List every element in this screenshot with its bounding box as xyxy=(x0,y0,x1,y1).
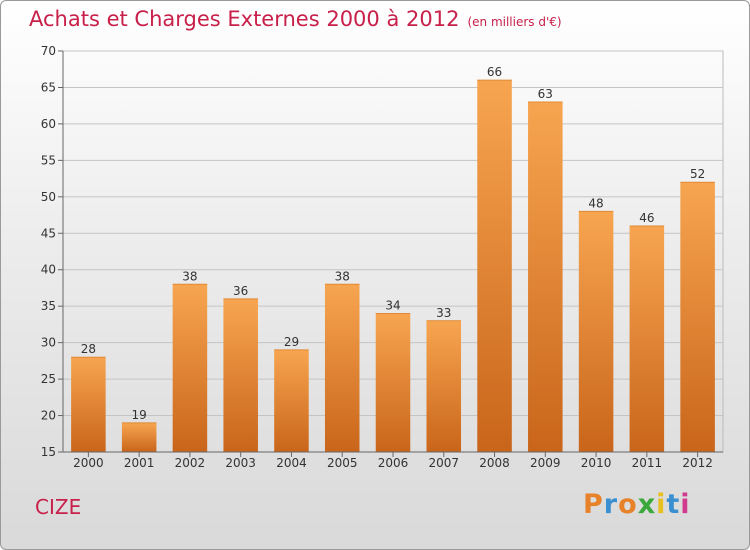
bar-2008[interactable] xyxy=(477,80,512,452)
bar-value-label: 63 xyxy=(538,87,553,101)
logo-letter: P xyxy=(583,489,604,520)
x-tick-label: 2002 xyxy=(175,456,206,470)
chart-title: Achats et Charges Externes 2000 à 2012 (e… xyxy=(29,7,562,31)
y-tick-label: 45 xyxy=(41,226,56,240)
bar-2001[interactable] xyxy=(121,422,157,452)
x-tick-label: 2003 xyxy=(225,456,256,470)
bar-2010[interactable] xyxy=(578,211,614,452)
x-tick-label: 2000 xyxy=(73,456,104,470)
chart-title-text: Achats et Charges Externes 2000 à 2012 xyxy=(29,7,460,31)
bar-value-label: 36 xyxy=(233,284,248,298)
bar-value-label: 48 xyxy=(588,196,603,210)
x-tick-label: 2008 xyxy=(479,456,510,470)
x-tick-label: 2004 xyxy=(276,456,307,470)
bar-2000[interactable] xyxy=(71,357,106,452)
bar-value-label: 52 xyxy=(690,167,705,181)
y-tick-label: 65 xyxy=(41,80,56,94)
y-tick-label: 30 xyxy=(41,336,56,350)
y-tick-label: 50 xyxy=(41,190,56,204)
bar-2002[interactable] xyxy=(172,284,208,452)
axes-group: 15 20 25 30 35 40 45 50 55 60 65 70 2000 2001 2002 2003… xyxy=(41,44,723,470)
x-tick-label: 2007 xyxy=(428,456,459,470)
y-tick-label: 15 xyxy=(41,445,56,459)
bar-value-label: 34 xyxy=(385,298,400,312)
logo-letter: r xyxy=(603,489,619,520)
bar-2004[interactable] xyxy=(274,349,309,452)
bar-2011[interactable] xyxy=(629,225,665,452)
logo-letter: i xyxy=(680,489,691,520)
logo-letter: o xyxy=(618,489,638,520)
x-tick-label: 2006 xyxy=(378,456,409,470)
y-tick-label: 55 xyxy=(41,153,56,167)
logo-letter: i xyxy=(656,489,667,520)
bar-2003[interactable] xyxy=(223,298,258,452)
x-tick-label: 2009 xyxy=(530,456,561,470)
bar-value-label: 38 xyxy=(182,269,197,283)
bars-group: 28 19 38 36 29 38 34 33 66 63 48 46 52 xyxy=(71,65,715,452)
y-tick-label: 20 xyxy=(41,409,56,423)
x-tick-label: 2011 xyxy=(632,456,663,470)
bar-2005[interactable] xyxy=(324,284,360,452)
bar-value-label: 46 xyxy=(639,211,654,225)
chart-subtitle: (en milliers d'€) xyxy=(467,15,562,29)
bar-value-label: 38 xyxy=(335,269,350,283)
x-tick-label: 2012 xyxy=(682,456,713,470)
bar-value-label: 29 xyxy=(284,335,299,349)
proxiti-logo[interactable]: Proxiti xyxy=(583,489,691,520)
bar-value-label: 28 xyxy=(81,342,96,356)
y-tick-label: 40 xyxy=(41,263,56,277)
y-tick-label: 70 xyxy=(41,44,56,58)
bar-value-label: 33 xyxy=(436,306,451,320)
bar-value-label: 66 xyxy=(487,65,502,79)
logo-letter: x xyxy=(637,489,657,520)
y-tick-label: 35 xyxy=(41,299,56,313)
bar-2007[interactable] xyxy=(426,320,462,452)
logo-letter: t xyxy=(666,489,681,520)
y-tick-label: 60 xyxy=(41,117,56,131)
x-tick-label: 2001 xyxy=(124,456,155,470)
x-tick-label: 2005 xyxy=(327,456,358,470)
y-tick-label: 25 xyxy=(41,372,56,386)
bar-2009[interactable] xyxy=(528,102,563,452)
x-tick-label: 2010 xyxy=(581,456,612,470)
bar-2012[interactable] xyxy=(680,182,715,452)
commune-name: CIZE xyxy=(35,495,82,519)
bar-2006[interactable] xyxy=(375,313,411,452)
bar-value-label: 19 xyxy=(132,408,147,422)
